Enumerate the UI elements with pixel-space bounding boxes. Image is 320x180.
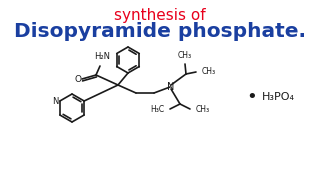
Text: synthesis of: synthesis of [114,8,206,23]
Text: •: • [247,88,257,106]
Text: CH₃: CH₃ [178,51,192,60]
Text: CH₃: CH₃ [202,68,216,76]
Text: N: N [52,96,59,105]
Text: Disopyramide phosphate.: Disopyramide phosphate. [14,22,306,41]
Text: H₃PO₄: H₃PO₄ [261,92,294,102]
Text: O: O [75,75,82,84]
Text: H₃C: H₃C [150,105,164,114]
Text: H₂N: H₂N [94,52,110,61]
Text: CH₃: CH₃ [196,105,210,114]
Text: N: N [167,82,175,92]
